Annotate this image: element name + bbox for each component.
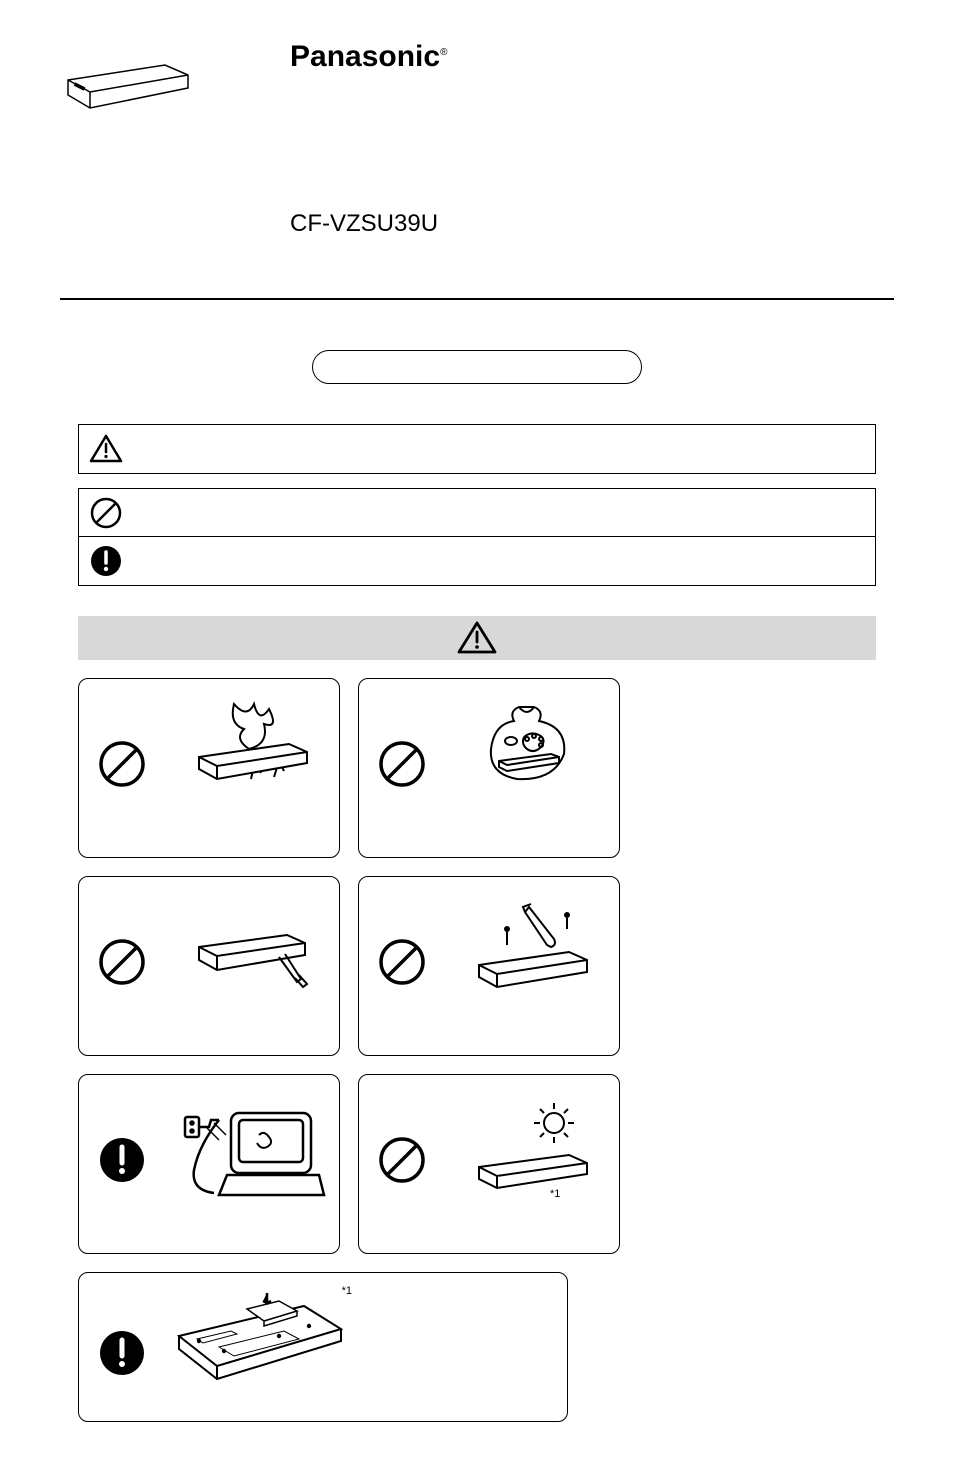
warning-triangle-icon — [89, 434, 123, 464]
panel-do-not-burn — [78, 678, 340, 858]
header: Panasonic® — [60, 40, 894, 120]
battery-pack-illustration — [60, 60, 200, 120]
sun-battery-graphic — [459, 1095, 599, 1215]
battery-nail-graphic — [179, 897, 319, 1017]
model-number: CF-VZSU39U — [290, 210, 894, 238]
prohibition-icon — [377, 739, 427, 789]
fire-battery-graphic — [179, 699, 319, 819]
panel-no-metal-contact — [358, 678, 620, 858]
footnote-marker-outside: *1 — [550, 1188, 560, 1200]
brand-name: Panasonic® — [290, 40, 447, 74]
prohibition-icon — [97, 739, 147, 789]
mandatory-legend-row — [79, 537, 875, 585]
warning-triangle-icon — [457, 621, 497, 655]
divider — [60, 298, 894, 300]
computer-plug-graphic — [179, 1095, 329, 1225]
warning-section-banner — [78, 616, 876, 660]
mandatory-icon — [97, 1328, 147, 1378]
disassemble-graphic — [459, 897, 599, 1017]
brand-text: Panasonic — [290, 40, 440, 73]
brand-reg: ® — [440, 47, 447, 58]
panel-use-specified-charger — [78, 1074, 340, 1254]
warning-symbol-legend — [78, 424, 876, 474]
symbol-legend-table — [78, 488, 876, 586]
prohibition-icon — [89, 496, 123, 530]
prohibition-icon — [97, 937, 147, 987]
mandatory-icon — [97, 1135, 147, 1185]
panel-no-impact — [78, 876, 340, 1056]
bag-metal-graphic — [459, 699, 599, 819]
prohibition-legend-row — [79, 489, 875, 537]
laptop-insert-graphic — [169, 1291, 349, 1411]
panel-mount-correctly: *1 — [78, 1272, 568, 1422]
mandatory-icon — [89, 544, 123, 578]
precautions-title-pill — [312, 350, 642, 384]
prohibition-icon — [377, 937, 427, 987]
warning-panels-grid — [78, 678, 876, 1254]
panel-no-disassemble — [358, 876, 620, 1056]
panel-no-heat-sun — [358, 1074, 620, 1254]
prohibition-icon — [377, 1135, 427, 1185]
